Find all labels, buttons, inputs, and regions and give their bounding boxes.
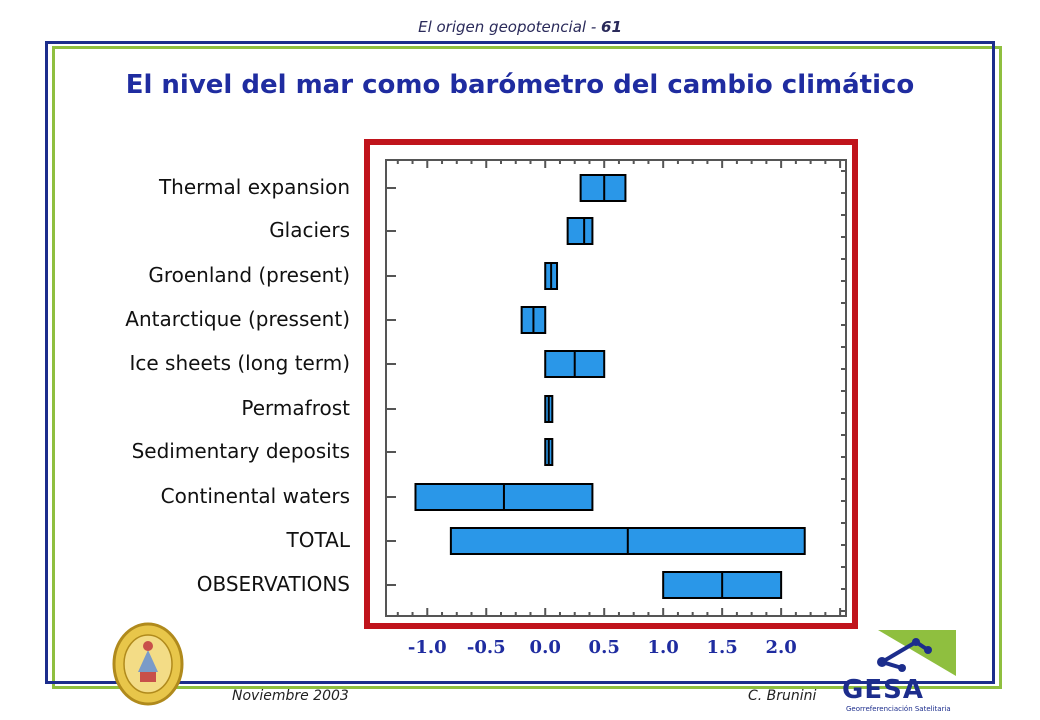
category-label: Thermal expansion xyxy=(158,175,350,199)
category-label: Glaciers xyxy=(269,218,350,242)
footer-date: Noviembre 2003 xyxy=(232,688,349,704)
x-tick-label: 2.0 xyxy=(765,637,797,658)
x-tick-label: 0.5 xyxy=(588,637,620,658)
x-tick-label: 1.0 xyxy=(647,637,679,658)
page-number: 61 xyxy=(601,18,622,36)
slide-title: El nivel del mar como barómetro del camb… xyxy=(125,70,915,100)
category-label: Sedimentary deposits xyxy=(131,439,350,463)
gesa-logo-icon xyxy=(877,630,956,676)
x-tick-label: -0.5 xyxy=(466,637,506,658)
header-text: El origen geopotencial - xyxy=(418,18,602,36)
decorative-frame-green xyxy=(52,46,1002,689)
university-seal-icon xyxy=(112,622,184,706)
category-label: Groenland (present) xyxy=(148,263,350,287)
category-label: Continental waters xyxy=(160,484,350,508)
decorative-frame-blue xyxy=(45,41,995,684)
x-tick-label: 1.5 xyxy=(706,637,738,658)
range-bar xyxy=(566,217,594,245)
range-bar xyxy=(579,174,627,202)
x-tick-label: -1.0 xyxy=(407,637,447,658)
category-label: Ice sheets (long term) xyxy=(129,351,350,375)
category-label: Antarctique (pressent) xyxy=(125,307,350,331)
category-label: TOTAL xyxy=(286,528,350,552)
category-label: Permafrost xyxy=(241,396,350,420)
footer-author: C. Brunini xyxy=(748,688,817,704)
gesa-logo-subtitle: Georreferenciación Satelitaria xyxy=(846,705,951,713)
gesa-logo-text: GESA xyxy=(842,675,924,705)
page-header: El origen geopotencial - 61 xyxy=(0,18,1040,36)
category-label: OBSERVATIONS xyxy=(196,572,350,596)
x-tick-label: 0.0 xyxy=(529,637,561,658)
